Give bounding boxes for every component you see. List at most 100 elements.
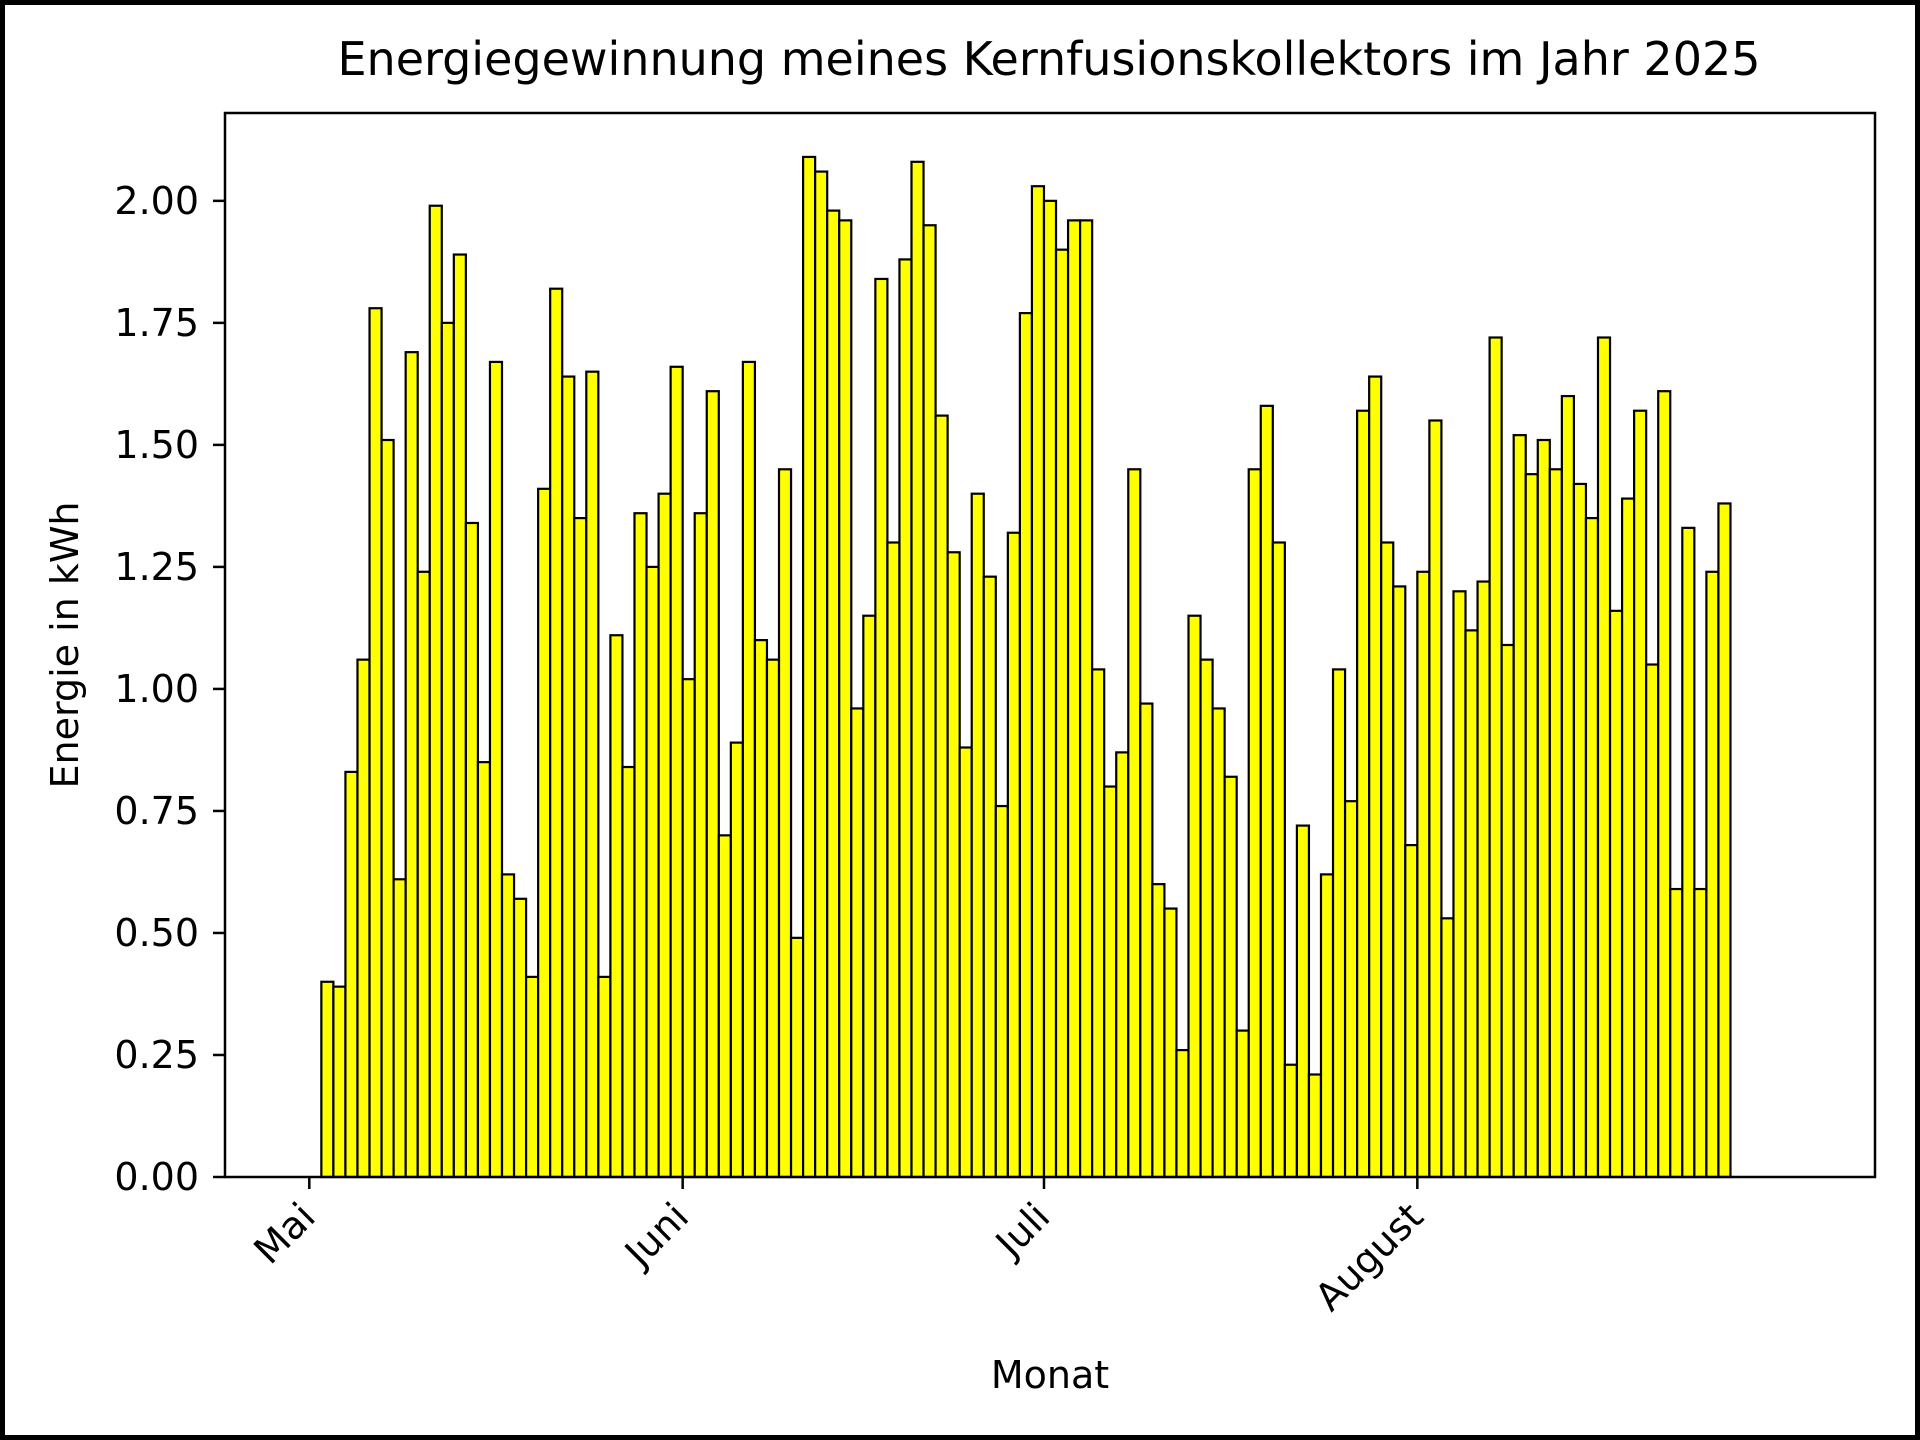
bar [512, 897, 528, 1179]
bar [1392, 585, 1407, 1179]
bar [1380, 541, 1395, 1179]
bar [741, 360, 757, 1179]
bar [597, 975, 612, 1179]
bar [801, 155, 817, 1179]
bar [1620, 497, 1636, 1179]
chart-title: Energiegewinnung meines Kernfusionskolle… [337, 32, 1760, 86]
bar [717, 834, 732, 1179]
bar [645, 565, 660, 1179]
y-tick-label: 0.75 [114, 789, 199, 833]
bar [777, 468, 793, 1179]
bar [729, 741, 744, 1179]
bar [1560, 394, 1575, 1179]
bar [1669, 887, 1684, 1179]
bar [1584, 516, 1600, 1179]
bar [1356, 409, 1371, 1179]
bar [1295, 824, 1311, 1179]
bar [585, 370, 600, 1179]
bar [1211, 707, 1226, 1179]
bar [1319, 873, 1335, 1179]
bar [1054, 248, 1070, 1179]
y-tick-label: 1.25 [114, 545, 199, 589]
bar [320, 980, 335, 1179]
bar [826, 209, 841, 1179]
bar [1488, 336, 1503, 1179]
bar [958, 746, 973, 1179]
bar [1163, 907, 1178, 1179]
bar [392, 878, 407, 1179]
x-axis-label: Monat [991, 1353, 1109, 1397]
bar [765, 658, 781, 1179]
bar [1103, 785, 1118, 1179]
bar [633, 512, 648, 1179]
bar [440, 321, 455, 1179]
bar [1657, 390, 1672, 1179]
y-tick-label: 2.00 [114, 179, 199, 223]
bar [1524, 473, 1539, 1179]
bar [621, 765, 636, 1179]
bar [982, 575, 997, 1179]
bar [1343, 800, 1359, 1179]
bar [609, 634, 624, 1179]
y-tick-label: 0.50 [114, 911, 199, 955]
y-tick-label: 0.00 [114, 1155, 199, 1199]
bar [1705, 570, 1720, 1179]
bar [1079, 219, 1094, 1179]
bar [1428, 419, 1443, 1179]
bar [789, 936, 805, 1179]
bar [1404, 844, 1419, 1179]
bar [1223, 775, 1238, 1179]
bar [705, 390, 720, 1179]
bar [1235, 1029, 1250, 1179]
bar [1512, 434, 1527, 1179]
bar [1030, 185, 1046, 1179]
bar [332, 985, 347, 1179]
bar [464, 521, 480, 1179]
bar [1151, 883, 1166, 1179]
bar [910, 160, 925, 1179]
plot-area-frame [223, 111, 1877, 1179]
bar [1018, 312, 1034, 1179]
bar [1645, 663, 1660, 1179]
bar [524, 975, 540, 1179]
bar [1681, 526, 1696, 1179]
bar [1693, 887, 1708, 1179]
x-axis: Mai Juni Juli August [245, 1177, 1432, 1319]
bar [1548, 468, 1563, 1179]
y-axis-label: Energie in kWh [43, 502, 87, 789]
bar [561, 375, 576, 1179]
bar [1476, 580, 1491, 1179]
bar [1536, 438, 1551, 1179]
bar-chart: Energiegewinnung meines Kernfusionskolle… [43, 32, 1877, 1397]
bar [850, 707, 865, 1179]
bar-series [320, 155, 1732, 1179]
bar [356, 658, 371, 1179]
y-tick-label: 1.50 [114, 423, 199, 467]
bar [573, 516, 588, 1179]
bar [1608, 609, 1624, 1179]
bar [416, 570, 431, 1179]
bar [488, 360, 504, 1179]
bar [1464, 629, 1479, 1179]
bar [970, 492, 985, 1179]
bar [753, 639, 769, 1179]
bar [886, 541, 901, 1179]
bar [1175, 1048, 1190, 1179]
bar [1247, 468, 1262, 1179]
x-tick-label: Juli [986, 1194, 1058, 1266]
bar [1416, 570, 1431, 1179]
bar [428, 204, 443, 1179]
y-axis: 0.00 0.25 0.50 0.75 1.00 1.25 1.50 1.75 2.00 [114, 179, 225, 1199]
x-tick-label: August [1307, 1194, 1432, 1319]
bar [1452, 590, 1467, 1179]
bar [1091, 668, 1106, 1179]
bar [344, 770, 359, 1179]
bar [1115, 751, 1130, 1179]
bar [1066, 219, 1082, 1179]
bar [1259, 404, 1274, 1179]
x-tick-label: Juni [615, 1194, 697, 1276]
bar [681, 678, 696, 1179]
bar [814, 170, 829, 1179]
bar [404, 351, 419, 1179]
